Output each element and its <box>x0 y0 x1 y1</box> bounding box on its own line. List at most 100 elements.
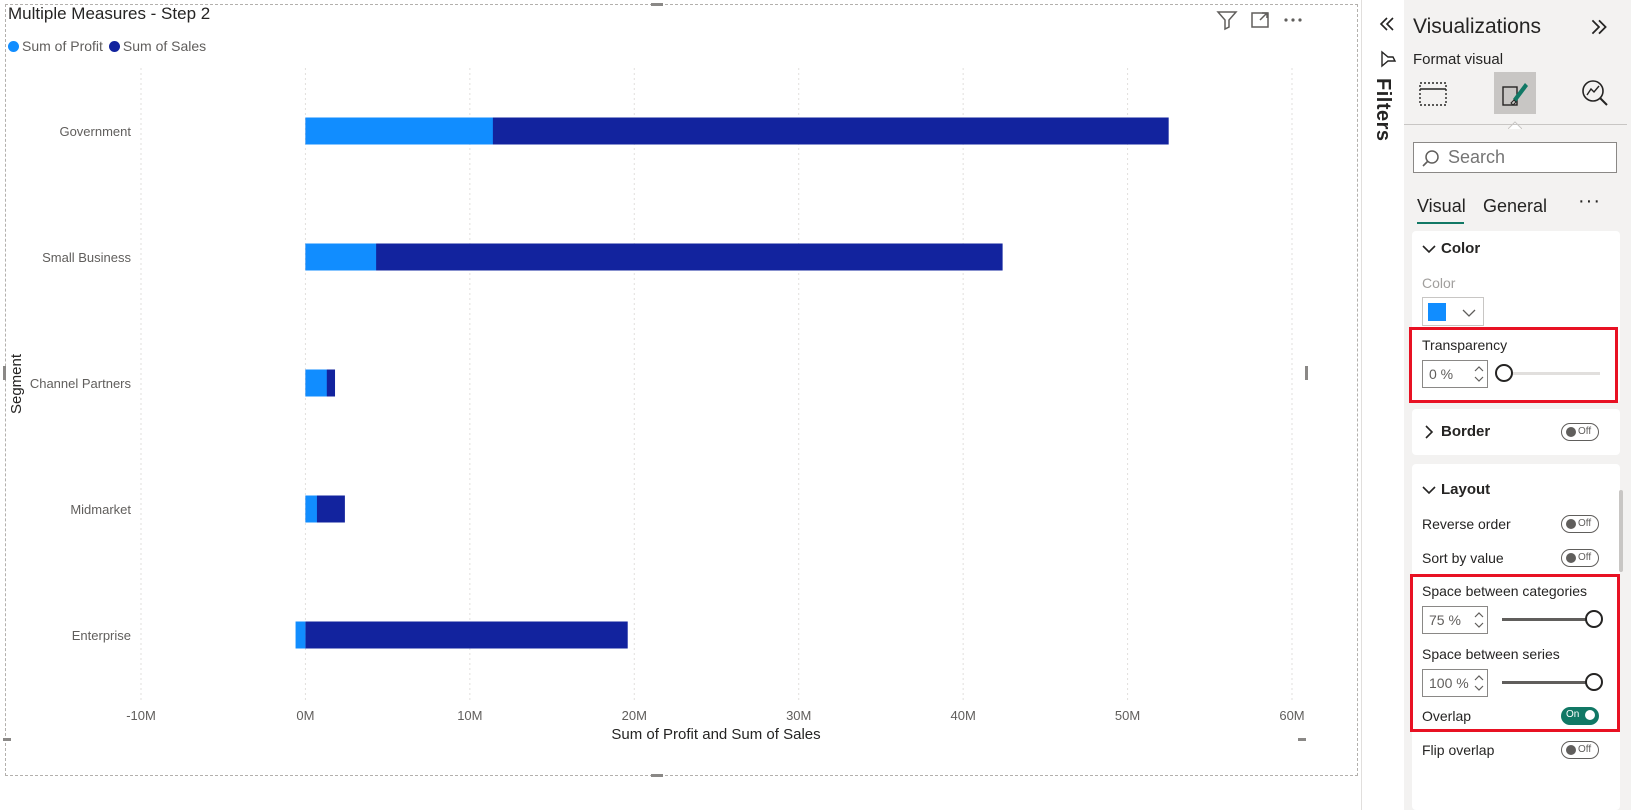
x-tick-label: 0M <box>296 708 314 723</box>
x-tick-label: 60M <box>1279 708 1304 723</box>
space-categories-stepper[interactable]: 75 % <box>1422 606 1488 634</box>
space-series-value: 100 % <box>1429 675 1469 691</box>
visual-selection-border <box>5 4 1358 776</box>
bar-profit[interactable] <box>305 243 377 271</box>
sort-by-value-label: Sort by value <box>1422 550 1504 566</box>
chevron-down-icon[interactable] <box>1421 241 1437 262</box>
space-categories-value: 75 % <box>1429 612 1461 628</box>
chart-legend: Sum of Profit Sum of Sales <box>8 38 212 54</box>
bar-profit[interactable] <box>305 117 493 145</box>
category-label: Midmarket <box>70 502 131 517</box>
bar-profit[interactable] <box>305 495 317 523</box>
category-label: Government <box>59 124 131 139</box>
layout-section-header[interactable]: Layout <box>1441 481 1491 498</box>
filters-label[interactable]: Filters <box>1372 78 1394 142</box>
chevron-down-icon <box>1462 306 1476 324</box>
resize-handle-right[interactable] <box>1305 366 1308 380</box>
border-section-header[interactable]: Border <box>1441 423 1491 440</box>
tab-visual-underline <box>1417 222 1464 224</box>
toggle-text: Off <box>1578 518 1592 529</box>
legend-label-sales: Sum of Sales <box>122 38 207 54</box>
pane-title: Visualizations <box>1413 15 1542 38</box>
chevron-down-icon[interactable] <box>1421 482 1437 503</box>
x-tick-label: 30M <box>786 708 811 723</box>
stepper-arrows-icon[interactable] <box>1473 609 1485 636</box>
toggle-knob <box>1566 519 1576 529</box>
category-label: Channel Partners <box>30 376 132 391</box>
filter-icon[interactable] <box>1215 8 1239 32</box>
legend-marker-profit <box>8 40 19 52</box>
color-picker-button[interactable] <box>1422 297 1484 326</box>
chevron-right-icon[interactable] <box>1421 424 1437 445</box>
resize-handle-left[interactable] <box>3 366 6 380</box>
bar-chart-visual[interactable]: Multiple Measures - Step 2 Sum of Profit… <box>0 0 1361 780</box>
highlight-box-transparency <box>1409 327 1618 403</box>
pane-divider <box>1404 124 1627 125</box>
flip-overlap-toggle[interactable]: Off <box>1561 741 1599 759</box>
legend-marker-sales <box>108 40 120 52</box>
pane-subtitle: Format visual <box>1413 51 1504 68</box>
toggle-text: Off <box>1578 744 1592 755</box>
resize-handle-top[interactable] <box>651 3 663 6</box>
overlap-toggle[interactable]: On <box>1561 707 1599 725</box>
x-tick-label: -10M <box>126 708 156 723</box>
space-between-categories-label: Space between categories <box>1422 583 1587 599</box>
color-swatch <box>1428 303 1446 321</box>
pane-scrollbar[interactable] <box>1619 490 1623 572</box>
transparency-slider-thumb[interactable] <box>1495 364 1513 382</box>
border-toggle[interactable]: Off <box>1561 423 1599 441</box>
x-tick-label: 10M <box>457 708 482 723</box>
stepper-arrows-icon[interactable] <box>1473 363 1485 390</box>
transparency-slider-track[interactable] <box>1500 372 1600 375</box>
toggle-knob <box>1585 710 1595 720</box>
legend-item-sales[interactable]: Sum of Sales <box>108 38 207 54</box>
reverse-order-toggle[interactable]: Off <box>1561 515 1599 533</box>
bar-sales[interactable] <box>305 621 628 649</box>
expand-right-icon[interactable] <box>1588 16 1610 43</box>
space-series-stepper[interactable]: 100 % <box>1422 669 1488 697</box>
flip-overlap-label: Flip overlap <box>1422 742 1495 758</box>
space-series-slider-thumb[interactable] <box>1585 673 1603 691</box>
search-input[interactable] <box>1446 146 1610 169</box>
category-label: Enterprise <box>72 628 131 643</box>
stepper-arrows-icon[interactable] <box>1473 672 1485 699</box>
legend-item-profit[interactable]: Sum of Profit <box>8 38 103 54</box>
space-categories-slider-thumb[interactable] <box>1585 610 1603 628</box>
resize-handle-corner-bl[interactable] <box>3 738 11 741</box>
legend-label-profit: Sum of Profit <box>22 38 103 54</box>
transparency-label: Transparency <box>1422 337 1508 353</box>
category-label: Small Business <box>42 250 131 265</box>
analytics-icon[interactable] <box>1574 72 1616 114</box>
transparency-stepper[interactable]: 0 % <box>1422 360 1488 388</box>
toggle-text: On <box>1566 709 1580 720</box>
tab-visual[interactable]: Visual <box>1417 196 1466 216</box>
y-axis-title: Segment <box>8 353 25 414</box>
more-options-icon[interactable] <box>1281 8 1305 32</box>
color-label: Color <box>1422 275 1456 291</box>
resize-handle-bottom[interactable] <box>651 774 663 777</box>
space-series-slider-track[interactable] <box>1502 681 1594 684</box>
highlight-box-layout <box>1410 574 1620 732</box>
bar-profit[interactable] <box>305 369 327 397</box>
chart-plot-area: Government Small Business Channel Partners… <box>8 68 1305 743</box>
toggle-text: Off <box>1578 426 1592 437</box>
selected-tool-indicator <box>1507 116 1523 130</box>
more-tabs-button[interactable]: ··· <box>1578 190 1601 212</box>
space-categories-slider-track[interactable] <box>1502 618 1594 621</box>
sort-by-value-toggle[interactable]: Off <box>1561 549 1599 567</box>
search-field[interactable] <box>1413 142 1617 173</box>
tab-general[interactable]: General <box>1483 196 1548 216</box>
focus-mode-icon[interactable] <box>1248 8 1272 32</box>
filters-pane-collapsed[interactable] <box>1361 0 1406 810</box>
color-section-header[interactable]: Color <box>1441 240 1481 257</box>
transparency-value: 0 % <box>1429 366 1454 382</box>
format-visual-icon[interactable] <box>1494 72 1536 114</box>
x-tick-label: 20M <box>622 708 647 723</box>
resize-handle-corner-br[interactable] <box>1298 738 1306 741</box>
build-visual-icon[interactable] <box>1412 72 1454 114</box>
toggle-knob <box>1566 427 1576 437</box>
collapse-left-icon[interactable] <box>1377 14 1397 39</box>
x-axis-title: Sum of Profit and Sum of Sales <box>611 726 820 743</box>
bar-sales[interactable] <box>305 243 1003 271</box>
bar-profit[interactable] <box>295 621 306 649</box>
